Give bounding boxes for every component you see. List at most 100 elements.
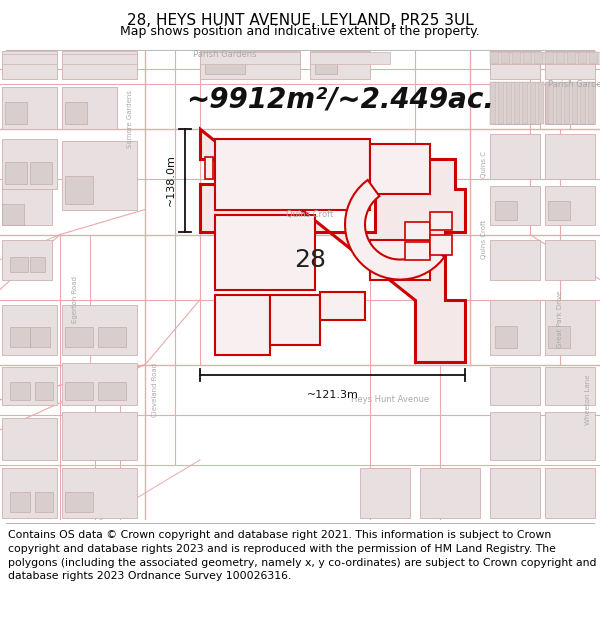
Bar <box>200 52 300 64</box>
Bar <box>548 326 570 348</box>
Bar <box>405 241 430 259</box>
Bar <box>315 59 337 74</box>
Bar <box>35 382 53 400</box>
Bar <box>490 52 499 64</box>
Bar <box>545 468 595 518</box>
Bar <box>430 211 452 229</box>
Bar <box>2 186 52 224</box>
Bar <box>270 294 320 345</box>
Bar <box>65 382 93 400</box>
Bar <box>530 82 536 124</box>
Bar <box>514 82 520 124</box>
Bar <box>490 51 540 79</box>
Bar <box>545 51 595 79</box>
Bar <box>205 158 213 179</box>
Text: Cleveland Road: Cleveland Road <box>152 362 158 417</box>
Bar <box>62 412 137 460</box>
Bar <box>545 186 595 224</box>
Bar <box>65 176 93 204</box>
Text: ~9912m²/~2.449ac.: ~9912m²/~2.449ac. <box>186 86 494 113</box>
Polygon shape <box>200 129 465 362</box>
Bar <box>2 468 57 518</box>
Bar <box>501 52 510 64</box>
Text: Great Park Drive: Great Park Drive <box>557 291 563 348</box>
Bar <box>200 51 300 79</box>
Bar <box>360 468 410 518</box>
Bar <box>545 412 595 460</box>
Bar <box>580 82 586 124</box>
Text: Parish Gardens: Parish Gardens <box>548 80 600 89</box>
Bar <box>490 186 540 224</box>
Bar <box>405 221 430 239</box>
Bar <box>548 82 554 124</box>
Bar <box>2 51 57 79</box>
Bar <box>564 82 570 124</box>
Text: Egerton Road: Egerton Road <box>72 276 78 323</box>
Bar <box>495 201 517 219</box>
Bar <box>495 326 517 348</box>
Bar <box>522 82 528 124</box>
Text: Samore Gardens: Samore Gardens <box>127 91 133 148</box>
Bar <box>490 367 540 405</box>
Bar <box>545 367 595 405</box>
Bar <box>430 234 452 254</box>
Bar <box>545 239 595 279</box>
Bar <box>62 468 137 518</box>
Bar <box>215 214 315 289</box>
Bar <box>545 134 595 179</box>
Bar <box>556 82 562 124</box>
Text: Quins C: Quins C <box>481 151 487 178</box>
Bar <box>98 382 126 400</box>
Bar <box>490 239 540 279</box>
Bar <box>320 292 365 319</box>
Bar <box>215 294 270 355</box>
Bar <box>98 327 126 347</box>
Bar <box>498 82 504 124</box>
Bar <box>30 327 50 347</box>
Text: 28: 28 <box>294 248 326 272</box>
Bar <box>2 88 57 129</box>
Text: Wheeton Lane: Wheeton Lane <box>585 374 591 425</box>
Bar <box>62 362 137 405</box>
Bar <box>2 139 57 189</box>
Bar <box>578 52 587 64</box>
Bar <box>490 134 540 179</box>
Bar <box>30 257 45 272</box>
Bar <box>65 327 93 347</box>
Bar <box>490 468 540 518</box>
Bar <box>490 299 540 355</box>
Bar <box>490 412 540 460</box>
Bar <box>556 52 565 64</box>
Bar <box>548 201 570 219</box>
Text: ~138.0m: ~138.0m <box>166 154 176 206</box>
Bar <box>546 82 552 124</box>
Text: Quins Croft: Quins Croft <box>286 210 334 219</box>
Text: Quins Croft: Quins Croft <box>481 220 487 259</box>
Bar <box>534 52 543 64</box>
Text: Contains OS data © Crown copyright and database right 2021. This information is : Contains OS data © Crown copyright and d… <box>8 531 596 581</box>
Bar <box>5 102 27 124</box>
Bar <box>65 102 87 124</box>
Bar <box>572 82 578 124</box>
Bar <box>2 304 57 355</box>
Bar <box>523 52 532 64</box>
Text: Parish Gardens: Parish Gardens <box>193 50 257 59</box>
Bar <box>545 52 554 64</box>
Text: Heys Hunt Avenue: Heys Hunt Avenue <box>351 395 429 404</box>
Bar <box>370 239 430 279</box>
Bar <box>62 141 137 209</box>
Bar <box>538 82 544 124</box>
Bar <box>420 468 480 518</box>
Bar <box>2 418 57 460</box>
Bar <box>506 82 512 124</box>
Bar <box>62 51 137 79</box>
Bar <box>2 204 24 224</box>
Bar <box>310 51 370 79</box>
Bar <box>62 54 137 64</box>
Bar <box>62 304 137 355</box>
Bar <box>589 52 598 64</box>
Bar <box>588 82 594 124</box>
Bar <box>545 299 595 355</box>
Bar <box>10 382 30 400</box>
Bar <box>490 82 540 124</box>
